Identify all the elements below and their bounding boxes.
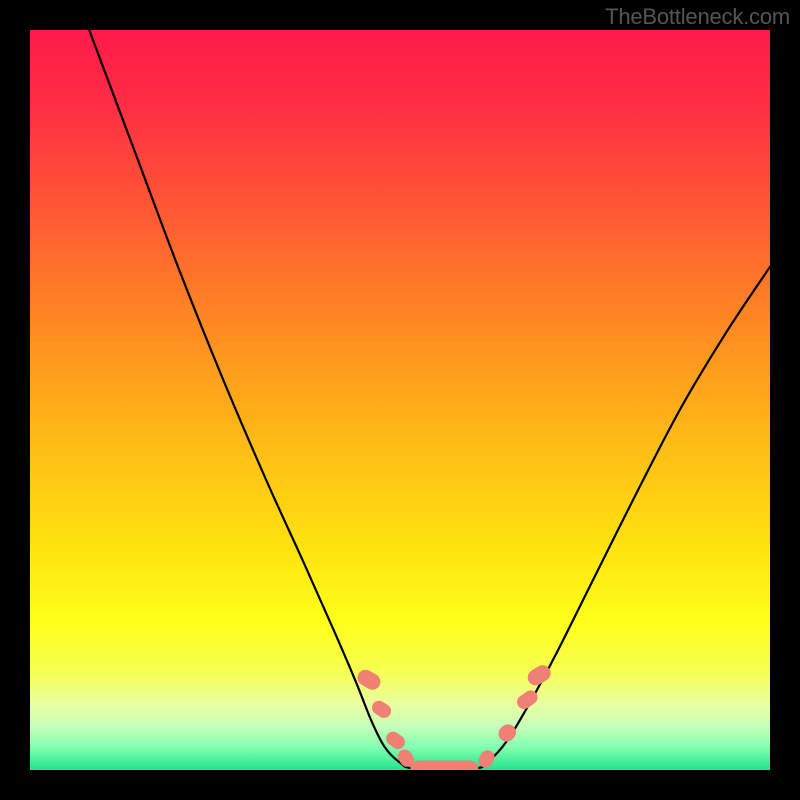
bottleneck-curve-chart bbox=[0, 0, 800, 800]
chart-root: TheBottleneck.com bbox=[0, 0, 800, 800]
plot-area bbox=[30, 30, 770, 777]
gradient-background bbox=[30, 30, 770, 770]
